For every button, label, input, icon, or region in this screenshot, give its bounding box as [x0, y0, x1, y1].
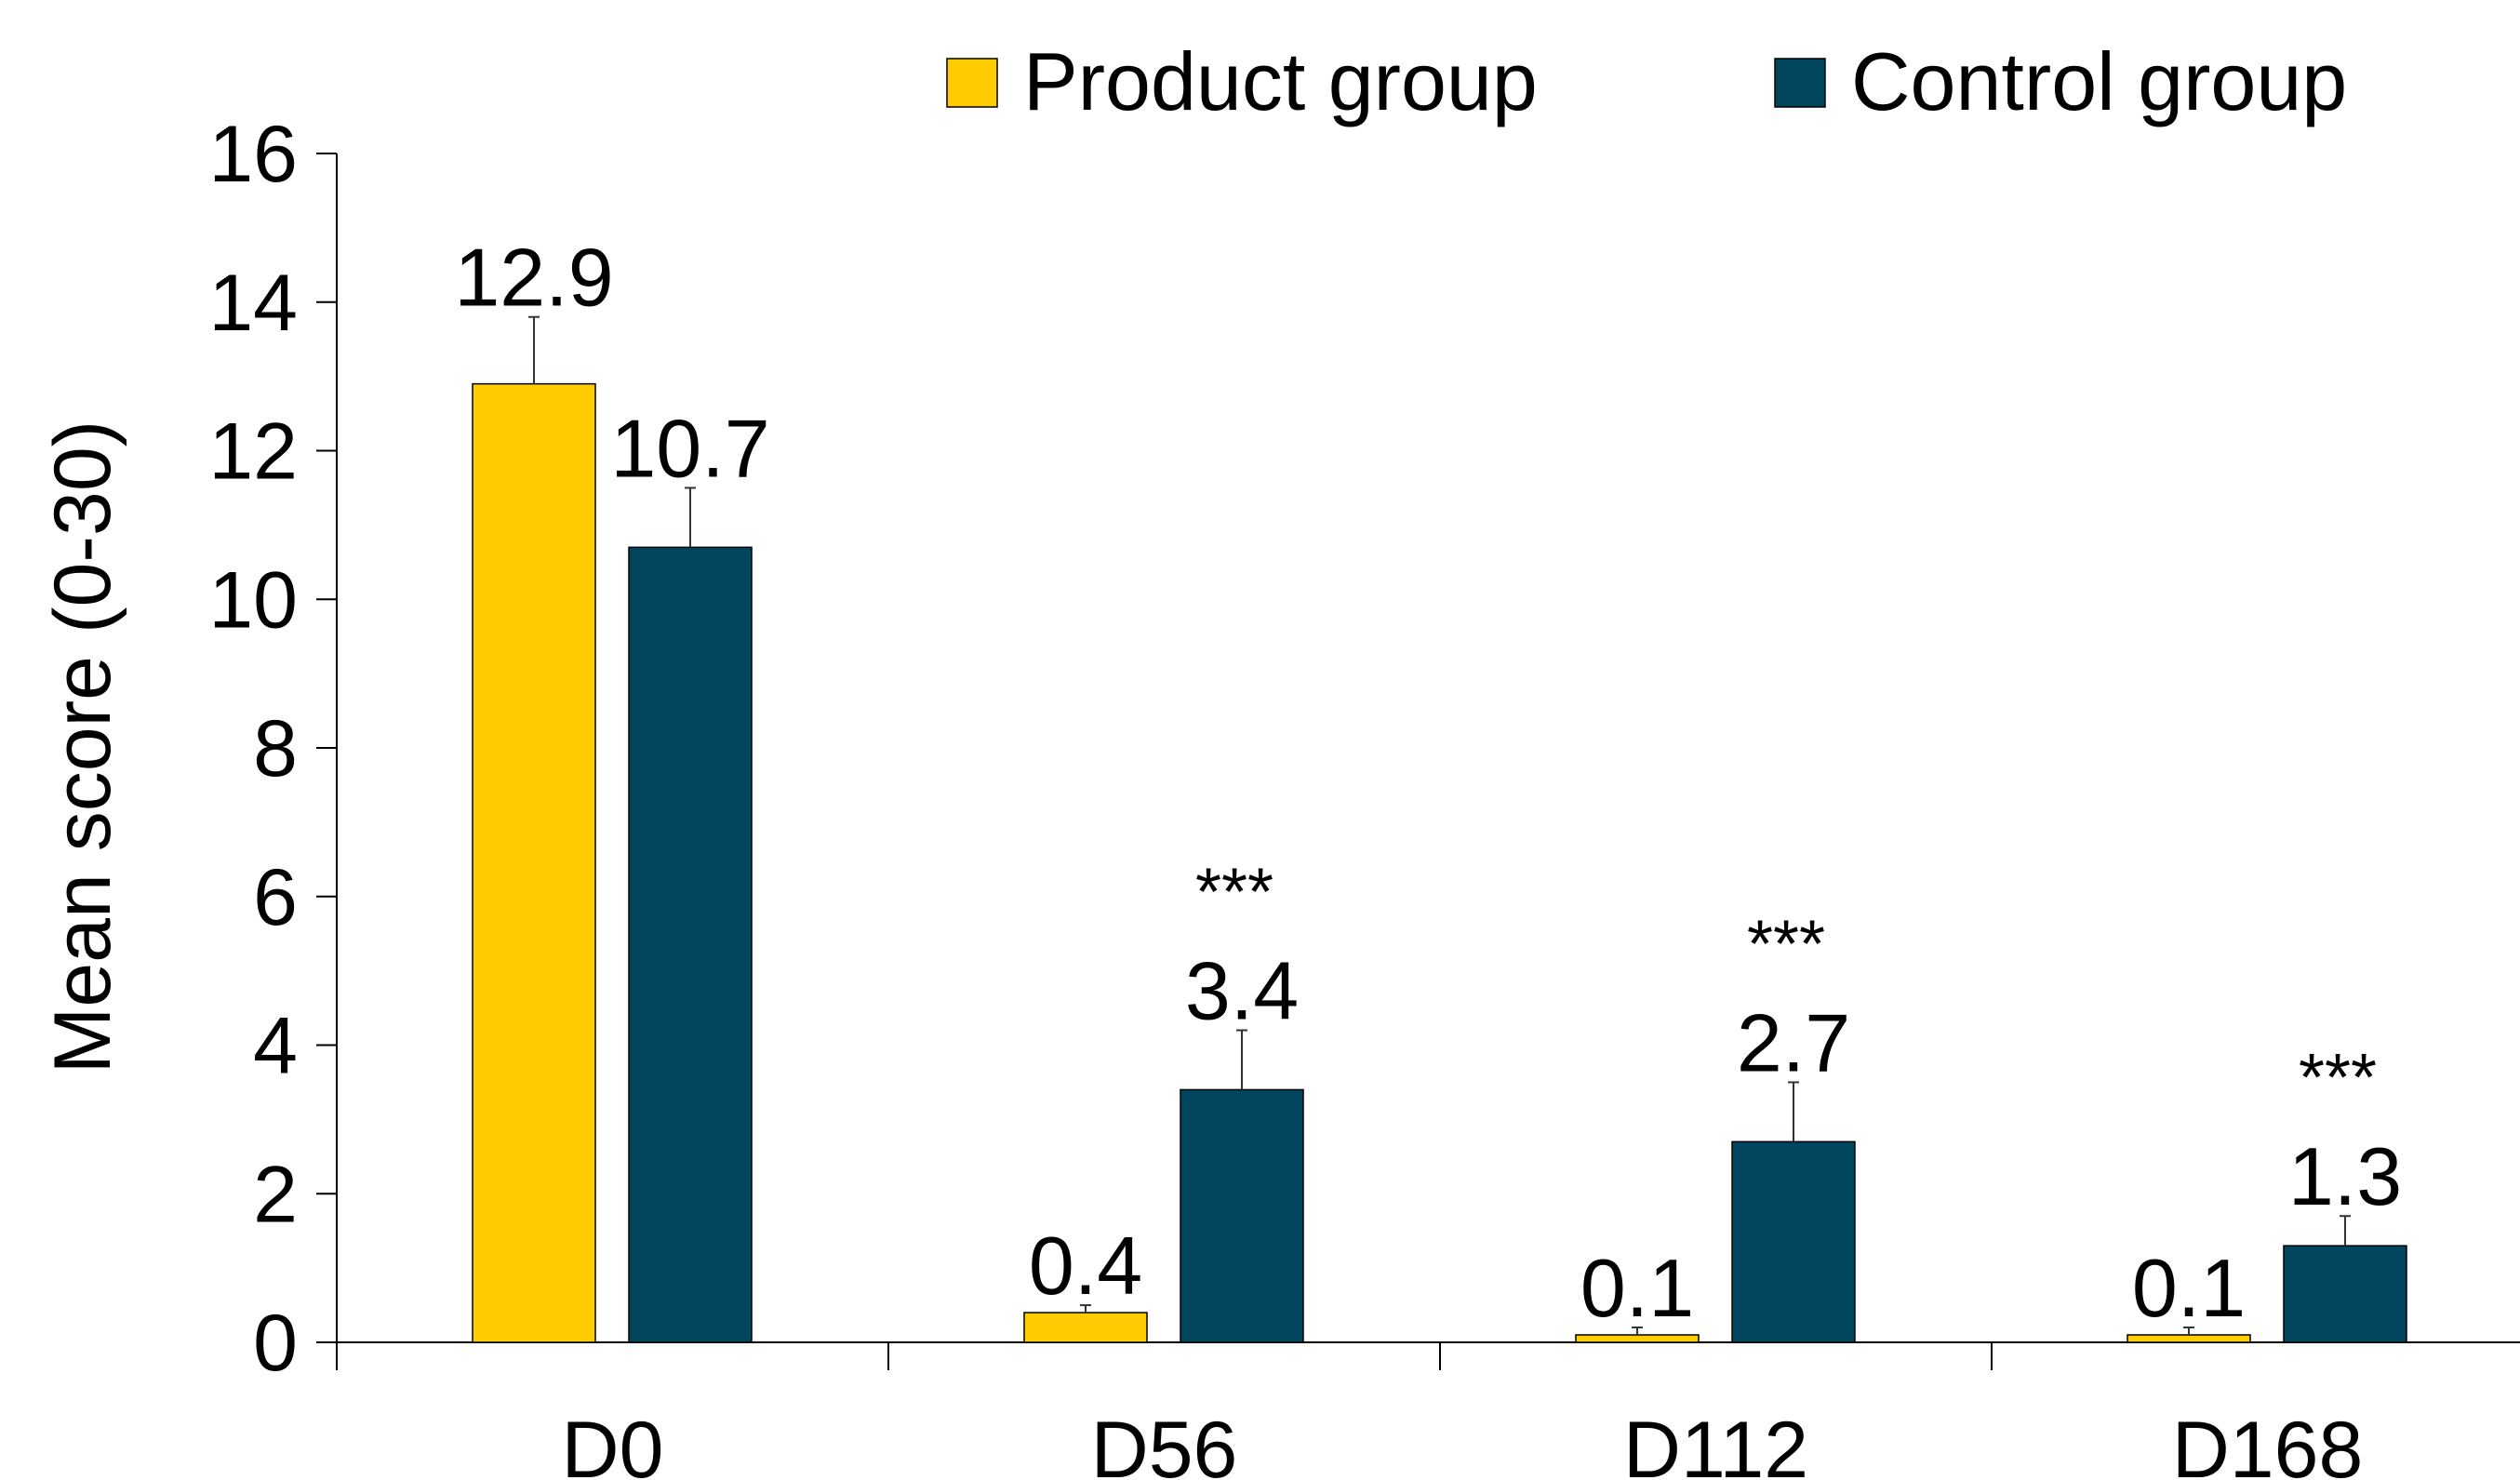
y-axis: 0 2 4 6 8 10 12 14 16 [208, 110, 338, 1388]
data-labels: 12.9 0.4 0.1 0.1 10.7 3.4 *** 2.7 *** 1.3 *** [454, 232, 2402, 1334]
legend-label: Product group [1023, 35, 1538, 127]
legend-swatch [946, 58, 998, 108]
x-tick-label: D0 [562, 1406, 664, 1480]
x-tick-label: D112 [1623, 1406, 1808, 1480]
y-tick-label: 2 [253, 1150, 298, 1239]
y-tick-label: 16 [208, 110, 298, 199]
significance-marker: *** [1747, 907, 1825, 981]
y-tick-label: 4 [253, 1002, 298, 1091]
bar-product [472, 382, 596, 1343]
bar-control [1180, 1088, 1304, 1343]
y-tick-label: 12 [208, 407, 298, 497]
y-tick-label: 6 [253, 853, 298, 942]
y-axis-label: Mean score (0-30) [38, 420, 127, 1074]
y-tick-label: 8 [253, 704, 298, 793]
data-label: 12.9 [454, 232, 613, 324]
data-label: 3.4 [1185, 945, 1299, 1037]
significance-marker: *** [1195, 856, 1273, 930]
bar-control [628, 546, 753, 1343]
data-label: 0.4 [1029, 1220, 1142, 1312]
y-tick-label: 14 [208, 259, 298, 348]
significance-marker: *** [2299, 1041, 2377, 1115]
data-label: 10.7 [610, 402, 769, 494]
x-tick-label: D168 [2172, 1406, 2364, 1480]
legend-swatch [1774, 58, 1826, 108]
data-label: 1.3 [2288, 1130, 2402, 1222]
y-tick-label: 0 [253, 1299, 298, 1388]
data-label: 0.1 [1580, 1242, 1694, 1334]
bar-product [2127, 1334, 2251, 1343]
data-label: 2.7 [1737, 996, 1850, 1088]
bar-control [2283, 1245, 2407, 1343]
chart-legend: Product group Control group [946, 35, 2347, 127]
legend-label: Control group [1851, 35, 2347, 127]
bar-series [472, 315, 2407, 1343]
x-tick-label: D56 [1091, 1406, 1238, 1480]
data-label: 0.1 [2132, 1242, 2246, 1334]
bar-product [1575, 1334, 1700, 1343]
y-tick-label: 10 [208, 555, 298, 645]
x-axis: D0 D56 D112 D168 [336, 1341, 2520, 1480]
bar-control [1731, 1140, 1856, 1343]
bar-product [1023, 1312, 1148, 1343]
